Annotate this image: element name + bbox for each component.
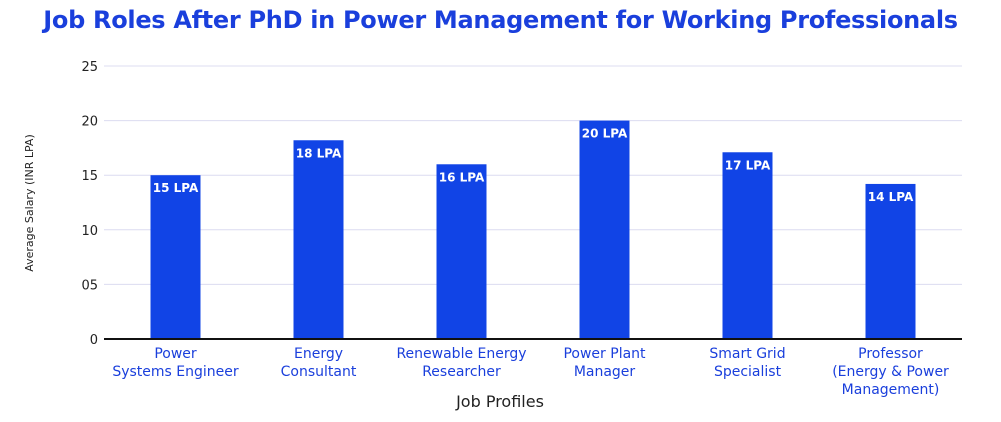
bar-value-label: 17 LPA (725, 158, 771, 172)
bar-value-label: 15 LPA (153, 181, 199, 195)
bar (579, 120, 630, 339)
bar (722, 152, 773, 339)
y-axis-ticks: 0 05 10 15 20 25 (81, 60, 98, 348)
x-category-label: Smart Grid Specialist (709, 346, 785, 380)
x-category-label: Power Plant Manager (563, 346, 646, 380)
bar-value-label: 14 LPA (868, 190, 914, 204)
x-category-label-line: Consultant (281, 364, 357, 380)
x-category-label: Power Systems Engineer (112, 346, 239, 380)
x-category-label-line: (Energy & Power (832, 364, 949, 380)
bar-value-label: 20 LPA (582, 127, 628, 141)
x-category-label-line: Professor (858, 346, 923, 362)
bar (293, 140, 344, 339)
x-category-label-line: Specialist (714, 364, 782, 380)
bar (865, 183, 916, 339)
chart-title: Job Roles After PhD in Power Management … (43, 6, 958, 34)
x-category-label-line: Energy (294, 346, 343, 362)
bar (150, 175, 201, 339)
bar-value-label: 18 LPA (296, 146, 342, 160)
y-tick-label: 10 (81, 224, 98, 239)
x-category-label-line: Renewable Energy (396, 346, 526, 362)
x-category-label-line: Researcher (422, 364, 501, 380)
x-category-label: Professor (Energy & Power Management) (832, 346, 949, 398)
x-category-label-line: Smart Grid (709, 346, 785, 362)
gridlines (104, 65, 962, 285)
x-category-label-line: Power (154, 346, 197, 362)
y-tick-label: 0 (90, 333, 98, 348)
x-category-label-line: Management) (842, 382, 940, 398)
y-axis-title: Average Salary (INR LPA) (23, 134, 36, 272)
bar (436, 164, 487, 339)
x-axis-title: Job Profiles (455, 392, 544, 411)
bars: 15 LPA 18 LPA 16 LPA 20 LPA 17 LPA 14 LPA (150, 120, 916, 339)
x-category-label-line: Manager (574, 364, 636, 380)
y-tick-label: 05 (81, 278, 98, 293)
x-axis-categories: Power Systems Engineer Energy Consultant Ren… (112, 346, 949, 398)
y-tick-label: 20 (81, 115, 98, 130)
y-tick-label: 25 (81, 60, 98, 75)
y-tick-label: 15 (81, 169, 98, 184)
x-category-label: Energy Consultant (281, 346, 357, 380)
x-category-label: Renewable Energy Researcher (396, 346, 526, 380)
x-category-label-line: Systems Engineer (112, 364, 239, 380)
bar-value-label: 16 LPA (439, 170, 485, 184)
x-category-label-line: Power Plant (563, 346, 646, 362)
